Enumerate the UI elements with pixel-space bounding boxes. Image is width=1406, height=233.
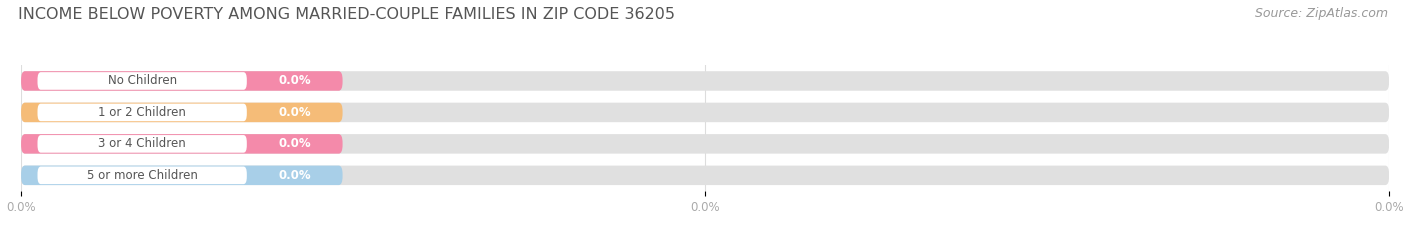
FancyBboxPatch shape <box>21 103 343 122</box>
FancyBboxPatch shape <box>21 134 1389 154</box>
FancyBboxPatch shape <box>21 166 1389 185</box>
Text: 1 or 2 Children: 1 or 2 Children <box>98 106 186 119</box>
FancyBboxPatch shape <box>38 135 247 153</box>
FancyBboxPatch shape <box>21 166 343 185</box>
FancyBboxPatch shape <box>21 134 343 154</box>
Text: 5 or more Children: 5 or more Children <box>87 169 198 182</box>
Text: 0.0%: 0.0% <box>278 106 311 119</box>
Text: 0.0%: 0.0% <box>278 75 311 87</box>
Text: No Children: No Children <box>108 75 177 87</box>
FancyBboxPatch shape <box>21 103 1389 122</box>
FancyBboxPatch shape <box>38 104 247 121</box>
FancyBboxPatch shape <box>21 71 343 91</box>
Text: 0.0%: 0.0% <box>278 169 311 182</box>
Text: Source: ZipAtlas.com: Source: ZipAtlas.com <box>1254 7 1388 20</box>
Text: 3 or 4 Children: 3 or 4 Children <box>98 137 186 150</box>
FancyBboxPatch shape <box>21 71 1389 91</box>
FancyBboxPatch shape <box>38 167 247 184</box>
Text: 0.0%: 0.0% <box>278 137 311 150</box>
FancyBboxPatch shape <box>38 72 247 90</box>
Text: INCOME BELOW POVERTY AMONG MARRIED-COUPLE FAMILIES IN ZIP CODE 36205: INCOME BELOW POVERTY AMONG MARRIED-COUPL… <box>18 7 675 22</box>
